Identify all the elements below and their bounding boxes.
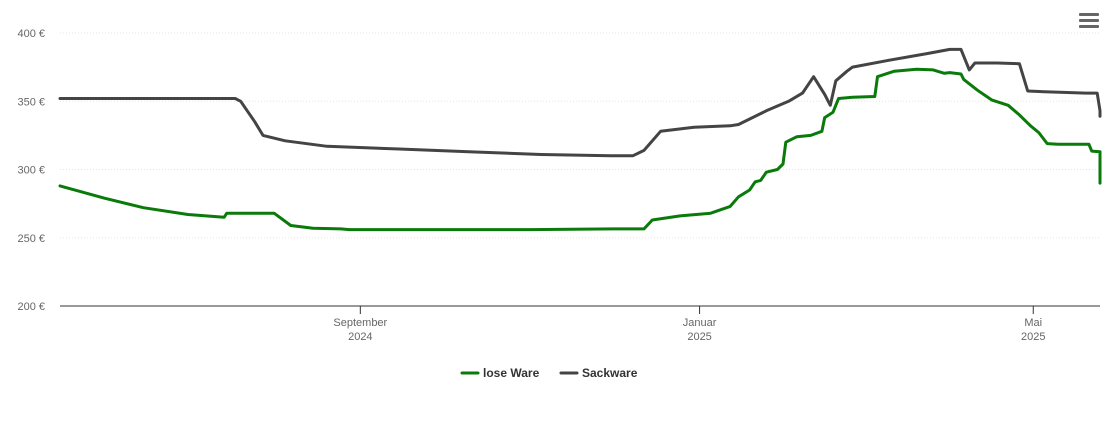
series-line-sackware [58, 47, 1102, 158]
grid-lines [60, 32, 1100, 239]
legend-label: lose Ware [483, 366, 540, 380]
legend: lose Ware Sackware [460, 366, 638, 380]
x-tick-month: Januar [683, 317, 717, 329]
y-axis-ticks: 200 € 250 € 300 € 350 € 400 € [17, 28, 45, 313]
y-tick-label: 350 € [17, 96, 45, 108]
legend-item[interactable]: lose Ware [460, 366, 540, 380]
x-axis: September 2024 Januar 2025 Mai 2025 [60, 305, 1100, 343]
x-tick-year: 2025 [1021, 331, 1045, 343]
hamburger-menu-icon[interactable] [1079, 13, 1099, 31]
x-tick-year: 2025 [687, 331, 711, 343]
legend-item[interactable]: Sackware [559, 366, 638, 380]
y-tick-label: 400 € [17, 28, 45, 40]
y-tick-label: 250 € [17, 233, 45, 245]
x-tick-month: Mai [1024, 317, 1042, 329]
y-tick-label: 200 € [17, 301, 45, 313]
x-tick-year: 2024 [348, 331, 372, 343]
y-tick-label: 300 € [17, 165, 45, 177]
series-line-lose-ware [58, 67, 1102, 232]
x-tick-month: September [333, 317, 387, 329]
series-lines [58, 47, 1102, 232]
legend-label: Sackware [582, 366, 638, 380]
